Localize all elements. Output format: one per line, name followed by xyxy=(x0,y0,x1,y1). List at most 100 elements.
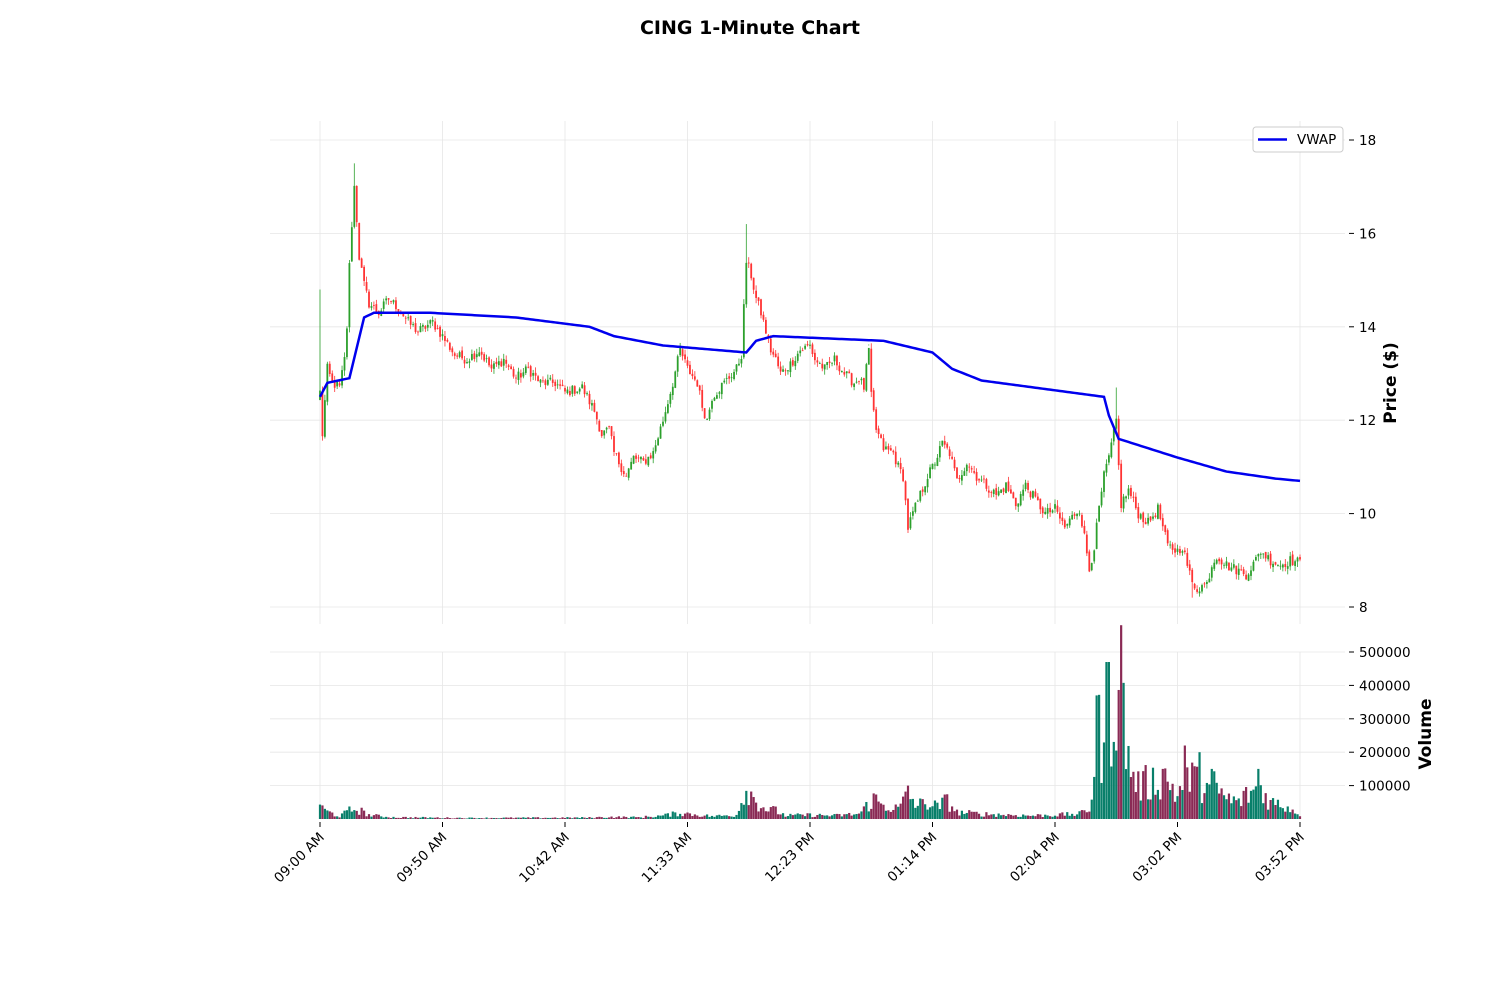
volume-bar xyxy=(1039,814,1042,819)
volume-bar xyxy=(1107,662,1110,819)
volume-bar xyxy=(1078,811,1081,819)
candle-body xyxy=(610,426,613,437)
candle-body xyxy=(471,354,473,360)
candle-body xyxy=(1010,489,1012,494)
candle-body xyxy=(887,446,890,450)
candle-body xyxy=(1281,564,1284,568)
volume-bar xyxy=(1098,694,1101,819)
candle-body xyxy=(789,361,792,373)
candle-body xyxy=(870,348,873,392)
candle-body xyxy=(681,349,684,357)
candle-body xyxy=(1262,553,1265,555)
candle-body xyxy=(1132,496,1135,498)
volume-bar xyxy=(1166,781,1169,819)
volume-bar xyxy=(1284,811,1287,819)
volume-bar xyxy=(416,817,420,819)
volume-bar xyxy=(385,816,388,819)
volume-bar xyxy=(772,806,775,819)
candle-body xyxy=(772,351,775,355)
volume-bar xyxy=(546,817,549,819)
candle-body xyxy=(640,456,642,460)
volume-bar xyxy=(318,804,322,819)
candle-body xyxy=(608,426,610,428)
candle-body xyxy=(1100,491,1103,506)
candle-body xyxy=(1098,505,1100,522)
candle-body xyxy=(424,326,427,329)
candle-body xyxy=(529,366,532,377)
candle-body xyxy=(375,304,378,312)
volume-bars xyxy=(318,625,1302,819)
volume-bar xyxy=(821,815,824,819)
candle-body xyxy=(537,376,539,382)
candle-body xyxy=(627,468,630,478)
volume-bar xyxy=(728,816,731,819)
candle-body xyxy=(806,344,809,346)
volume-bar xyxy=(882,804,885,819)
volume-bar xyxy=(615,817,618,819)
volume-bar xyxy=(438,818,442,819)
candle-body xyxy=(1296,557,1299,562)
volume-bar xyxy=(1235,800,1238,819)
candle-body xyxy=(1054,504,1056,509)
volume-axis-title: Volume xyxy=(1416,698,1436,769)
volume-bar xyxy=(510,817,513,819)
candle-body xyxy=(760,299,762,316)
candle-body xyxy=(863,378,865,390)
candle-body xyxy=(493,363,495,369)
candle-body xyxy=(850,373,853,386)
candle-body xyxy=(765,319,767,334)
candle-body xyxy=(515,377,517,379)
x-tick-label: 09:50 AM xyxy=(394,830,451,887)
volume-bar xyxy=(1281,808,1284,819)
volume-tick-label: 200000 xyxy=(1359,745,1411,761)
candle-body xyxy=(331,373,334,382)
volume-bar xyxy=(904,791,907,819)
volume-bar xyxy=(840,816,843,819)
volume-bar xyxy=(938,809,941,819)
candle-body xyxy=(618,452,620,465)
volume-bar xyxy=(559,818,562,819)
volume-bar xyxy=(1176,796,1179,819)
volume-bar xyxy=(973,811,976,819)
volume-bar xyxy=(424,817,427,819)
candle-body xyxy=(693,376,696,380)
volume-bar xyxy=(894,804,897,819)
volume-bar xyxy=(865,801,868,819)
volume-bar xyxy=(995,816,998,819)
volume-bar xyxy=(1213,771,1216,819)
legend-label-vwap: VWAP xyxy=(1297,132,1336,148)
candle-body xyxy=(635,455,637,459)
volume-bar xyxy=(664,813,667,819)
volume-bar xyxy=(693,814,696,819)
volume-bar xyxy=(632,816,635,819)
candle-body xyxy=(554,381,557,387)
volume-bar xyxy=(1154,794,1157,819)
candle-body xyxy=(1264,552,1267,559)
price-tick-label: 18 xyxy=(1359,133,1376,149)
candle-body xyxy=(909,517,912,529)
volume-bar xyxy=(1298,816,1302,819)
candle-body xyxy=(838,365,841,372)
volume-bar xyxy=(593,818,596,819)
candle-body xyxy=(713,397,716,401)
candle-body xyxy=(777,356,780,367)
candle-body xyxy=(1220,559,1223,565)
volume-bar xyxy=(441,818,444,819)
volume-bar xyxy=(982,816,986,819)
candle-body xyxy=(1299,557,1301,560)
candle-body xyxy=(757,297,760,301)
x-tick-label: 11:33 AM xyxy=(639,830,696,887)
candle-body xyxy=(578,388,581,392)
volume-bar xyxy=(585,817,589,819)
candle-body xyxy=(804,345,806,349)
volume-bar xyxy=(850,815,853,819)
candle-body xyxy=(571,385,574,394)
volume-bar xyxy=(860,811,863,819)
volume-bar xyxy=(813,816,816,819)
candle-body xyxy=(363,266,365,281)
candle-body xyxy=(958,477,961,480)
volume-bar xyxy=(1144,765,1147,819)
volume-bar xyxy=(539,818,542,819)
volume-bar xyxy=(732,816,736,819)
volume-bar xyxy=(1022,814,1025,819)
